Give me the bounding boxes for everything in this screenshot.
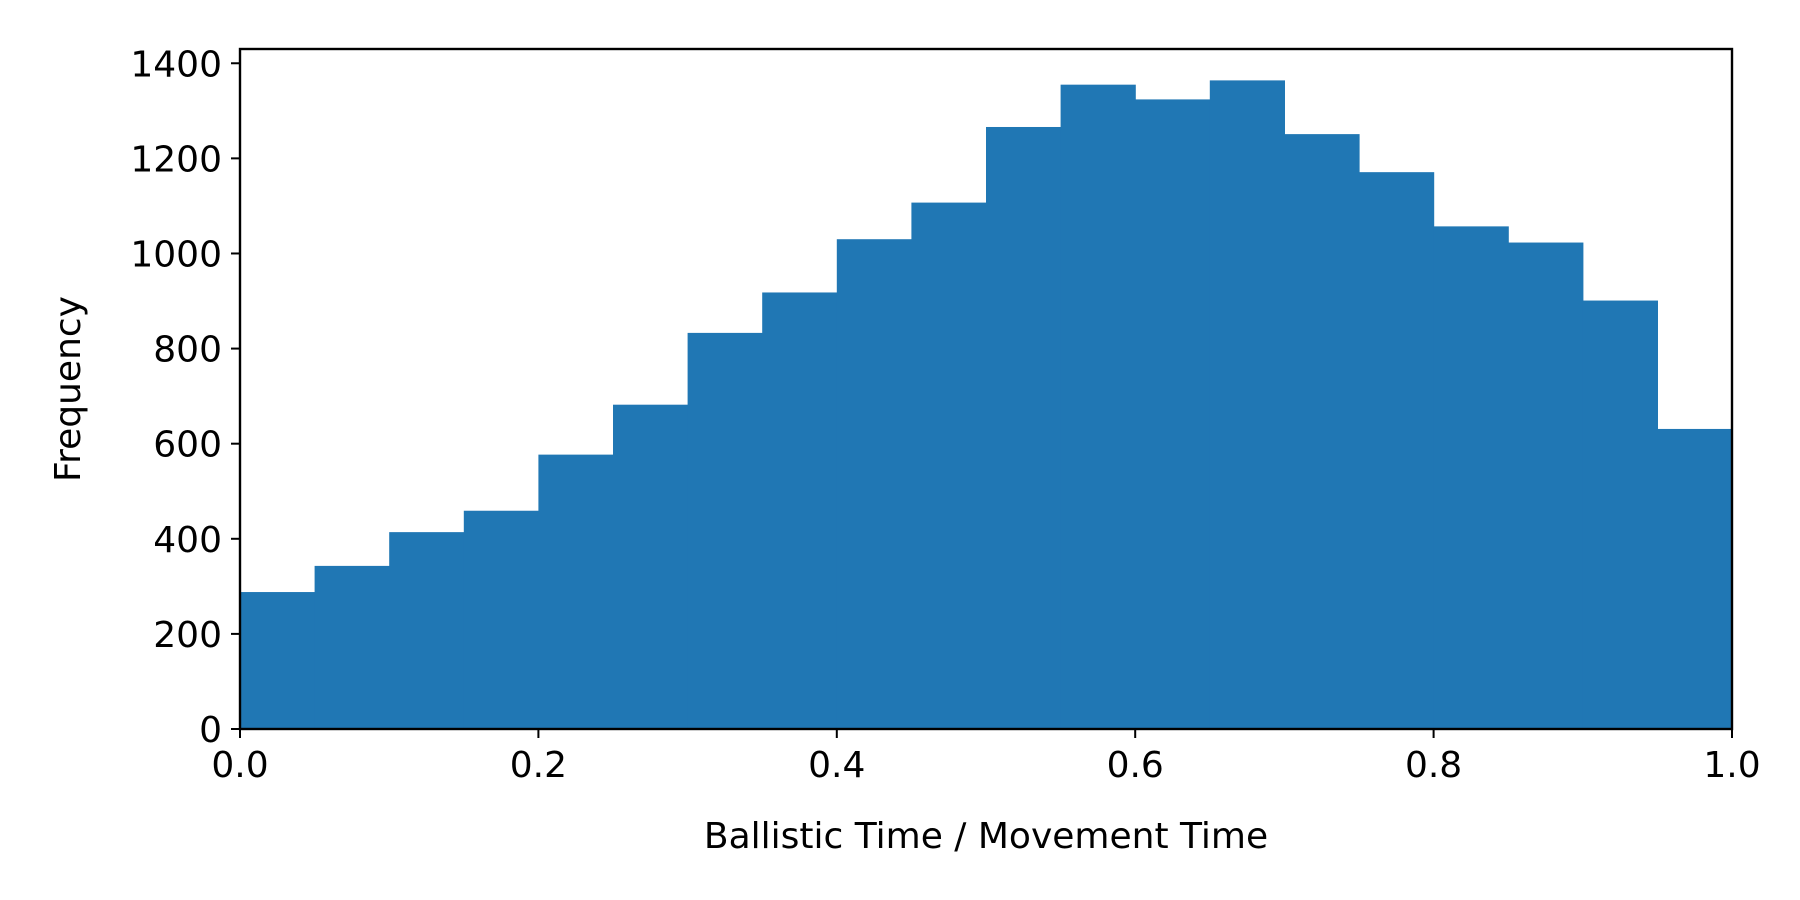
- x-tick-label: 0.2: [510, 745, 567, 786]
- x-tick-label: 1.0: [1703, 745, 1760, 786]
- histogram-bar: [762, 292, 838, 729]
- histogram-bar: [1359, 172, 1435, 730]
- y-tick-label: 400: [153, 520, 222, 561]
- histogram-bar: [911, 202, 987, 729]
- y-tick-label: 600: [153, 425, 222, 466]
- histogram-bar: [613, 404, 689, 729]
- histogram-bar: [836, 239, 912, 730]
- histogram-bar: [538, 454, 614, 729]
- histogram-bar: [1284, 134, 1360, 729]
- plot-frame: [238, 47, 1734, 731]
- y-tick-label: 200: [153, 615, 222, 656]
- y-axis-ticks: 0 200 400 600 800 1000 1200 1400: [130, 44, 240, 751]
- y-tick-label: 1400: [130, 44, 222, 85]
- x-tick-label: 0.4: [808, 745, 865, 786]
- histogram-bar: [986, 126, 1062, 729]
- histogram-bar: [240, 592, 316, 729]
- y-tick-label: 1200: [130, 139, 222, 180]
- histogram-bar: [1135, 99, 1211, 730]
- histogram-bar: [1433, 226, 1509, 729]
- y-tick-label: 0: [199, 710, 222, 751]
- x-axis-ticks: 0.0 0.2 0.4 0.6 0.8 1.0: [211, 729, 1761, 786]
- histogram-bar: [1508, 242, 1584, 730]
- y-tick-label: 800: [153, 330, 222, 371]
- histogram-bar: [463, 510, 539, 729]
- x-tick-label: 0.6: [1107, 745, 1164, 786]
- histogram-bars: [240, 80, 1733, 730]
- histogram-bar: [1060, 84, 1136, 730]
- histogram-bar: [1657, 428, 1733, 729]
- y-axis-label: Frequency: [48, 296, 89, 482]
- x-tick-label: 0.8: [1405, 745, 1462, 786]
- histogram-bar: [687, 332, 763, 729]
- x-tick-label: 0.0: [211, 745, 268, 786]
- x-axis-label: Ballistic Time / Movement Time: [704, 816, 1268, 857]
- histogram-bar: [1209, 80, 1285, 729]
- y-tick-label: 1000: [130, 234, 222, 275]
- histogram-bar: [389, 532, 465, 729]
- histogram-bar: [1582, 300, 1658, 729]
- histogram-bar: [314, 565, 390, 729]
